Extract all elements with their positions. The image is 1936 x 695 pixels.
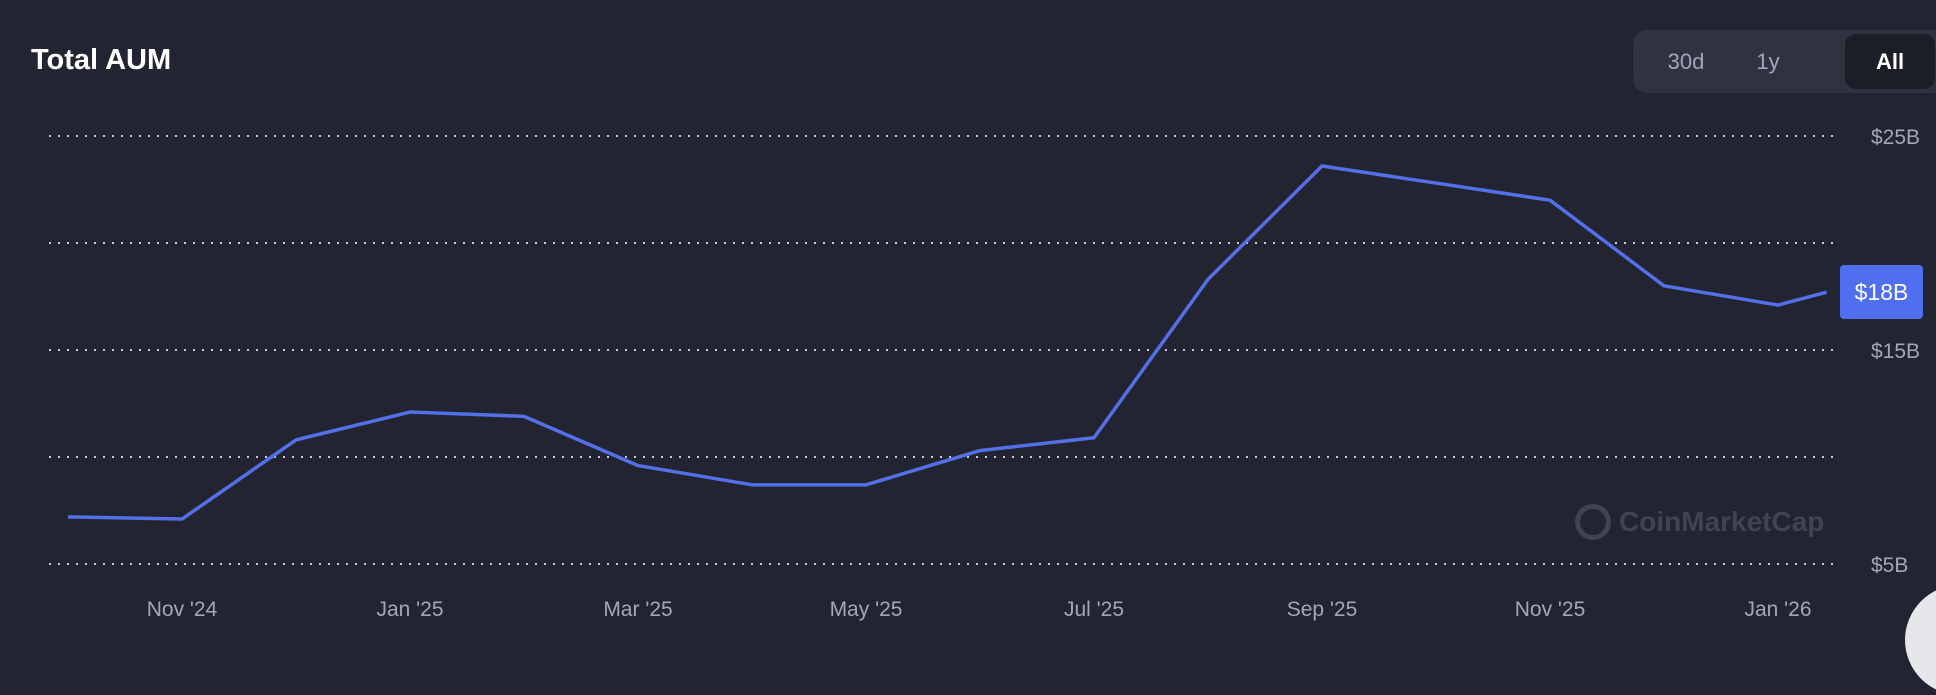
- x-tick-label: Nov '24: [147, 598, 218, 621]
- x-tick-label: Jan '26: [1744, 598, 1811, 621]
- current-value-badge: $18B: [1840, 265, 1923, 319]
- x-tick-label: May '25: [830, 598, 903, 621]
- x-tick-label: Jan '25: [376, 598, 443, 621]
- x-tick-label: Mar '25: [603, 598, 672, 621]
- y-tick-label: $15B: [1871, 340, 1920, 363]
- aum-line-chart: $25B $15B $5B Nov '24 Jan '25 Mar '25 May '25 J…: [0, 0, 1936, 638]
- x-tick-label: Sep '25: [1287, 598, 1358, 621]
- x-tick-label: Jul '25: [1064, 598, 1124, 621]
- y-tick-label: $5B: [1871, 554, 1908, 577]
- x-tick-label: Nov '25: [1515, 598, 1586, 621]
- aum-series-line: [68, 166, 1827, 519]
- y-tick-label: $25B: [1871, 126, 1920, 149]
